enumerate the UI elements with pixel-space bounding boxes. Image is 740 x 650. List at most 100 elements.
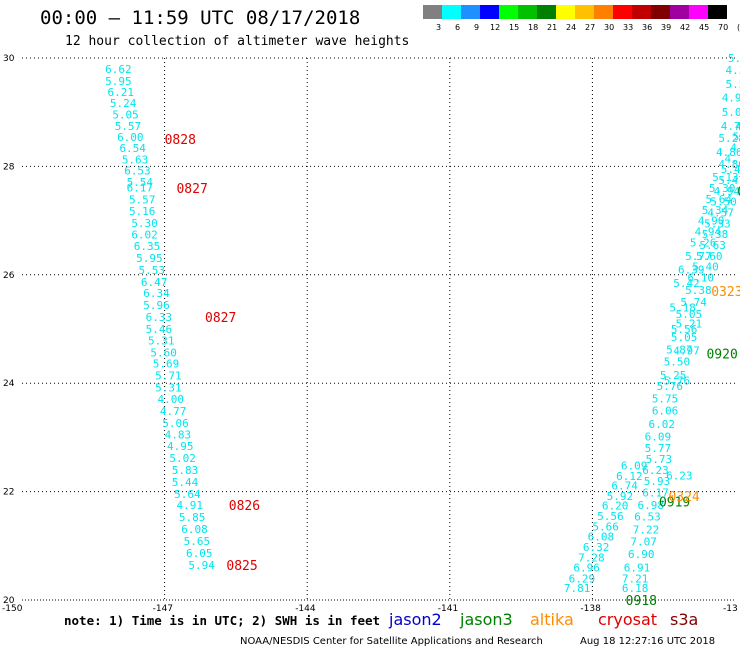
time-label-s3a: 0828	[165, 133, 196, 148]
swh-point-jason3: 5.56	[597, 510, 624, 523]
colorbar-label: 9	[474, 23, 479, 32]
swh-point-jason3: 5.60	[696, 250, 723, 263]
swh-point-s3a: 5.06	[162, 417, 189, 430]
colorbar-swatch	[480, 5, 499, 19]
swh-point-jason2: 5.13	[712, 171, 739, 184]
colorbar-swatch	[689, 5, 708, 19]
colorbar-label: 27	[585, 23, 595, 32]
swh-point-s3a: 6.00	[117, 131, 144, 144]
swh-point-jason3: 5.05	[671, 331, 698, 344]
x-tick-label: -141	[438, 604, 458, 614]
swh-point-jason3: 5.50	[710, 196, 737, 209]
swh-point-jason3: 6.18	[622, 582, 649, 595]
swh-point-s3a: 6.17	[127, 182, 154, 195]
swh-point-s3a: 4.91	[176, 499, 203, 512]
colorbar-swatch	[461, 5, 480, 19]
swh-point-jason2: 5.76	[664, 374, 691, 387]
colorbar-label: 36	[642, 23, 652, 32]
colorbar-swatch	[423, 5, 442, 19]
satellite-legend-altika: altika	[530, 610, 574, 629]
swh-point-jason3: 5.25	[660, 369, 687, 382]
x-tick-label: -144	[295, 604, 316, 614]
swh-point-s3a: 6.62	[105, 63, 132, 76]
satellite-legend-jason3: jason3	[459, 610, 513, 629]
swh-point-s3a: 5.85	[179, 511, 206, 524]
time-label-jason3: 0919	[659, 495, 690, 510]
swh-point-jason3: 6.74	[611, 480, 638, 493]
swh-point-jason3: 4.57	[707, 206, 734, 219]
colorbar-swatch	[613, 5, 632, 19]
y-tick-label: 20	[3, 596, 15, 606]
swh-point-jason2: 5.26	[690, 236, 717, 249]
swh-point-jason2: 4.79	[721, 120, 740, 133]
swh-point-s3a: 5.54	[127, 176, 154, 189]
swh-point-s3a: 5.71	[155, 370, 182, 383]
time-label-jason3: 0918	[626, 594, 657, 609]
colorbar-label: 3	[436, 23, 441, 32]
swh-point-s3a: 5.24	[110, 97, 137, 110]
colorbar-swatch	[442, 5, 461, 19]
swh-point-s3a: 5.94	[188, 559, 215, 572]
swh-point-jason3: 5.73	[646, 453, 673, 466]
swh-point-jason3: 6.06	[652, 404, 679, 417]
swh-point-jason2: 6.39	[678, 263, 705, 276]
time-label-altika: 0323	[711, 285, 740, 300]
colorbar-label: (ft)	[737, 23, 740, 32]
y-tick-label: 28	[3, 162, 15, 172]
colorbar-swatch	[518, 5, 537, 19]
satellite-legend-s3a: s3a	[670, 610, 698, 629]
swh-point-jason3: 4.6	[735, 120, 740, 133]
time-label-s3a: 0827	[176, 182, 207, 197]
swh-point-s3a: 6.34	[143, 287, 170, 300]
swh-point-s3a: 5.31	[148, 334, 175, 347]
swh-point-jason2: 4.94	[695, 225, 722, 238]
swh-point-jason2: 5.42	[673, 277, 700, 290]
swh-point-s3a: 4.00	[157, 393, 184, 406]
swh-point-jason3: 5.05	[676, 308, 703, 321]
time-label-s3a: 0827	[205, 311, 236, 326]
swh-point-jason2: 5.77	[685, 250, 712, 263]
swh-point-jason3: 5.75	[652, 392, 679, 405]
time-label-s3a: 0825	[226, 559, 257, 574]
colorbar-swatch	[651, 5, 670, 19]
chart-title: 00:00 – 11:59 UTC 08/17/2018	[40, 7, 360, 29]
swh-point-jason3: 6.91	[624, 561, 651, 574]
swh-point-jason2: 6.23	[666, 469, 693, 482]
swh-point-jason3: 6.23	[642, 464, 669, 477]
y-tick-label: 30	[3, 54, 15, 64]
swh-point-s3a: 5.63	[122, 153, 149, 166]
swh-point-jason3: 4.19	[725, 152, 740, 165]
swh-point-jason3: 5.66	[592, 520, 619, 533]
swh-point-jason2: 5.57	[725, 78, 740, 91]
swh-point-s3a: 5.83	[172, 464, 199, 477]
swh-point-jason2: 4.33	[725, 64, 740, 77]
swh-point-jason3: 7.28	[578, 552, 605, 565]
swh-point-jason2: 4.86	[716, 146, 740, 159]
swh-point-jason3: 5.21	[676, 318, 703, 331]
swh-point-s3a: 5.69	[153, 358, 180, 371]
swh-point-jason3: 5.8	[733, 131, 740, 144]
swh-point-s3a: 5.60	[150, 346, 177, 359]
swh-point-jason3: 6.08	[588, 531, 615, 544]
swh-point-jason2: 4.98	[722, 92, 740, 105]
swh-point-jason2: 5.28	[718, 132, 740, 145]
credit-text: NOAA/NESDIS Center for Satellite Applica…	[240, 636, 543, 647]
x-tick-label: -147	[153, 604, 173, 614]
swh-point-jason2: 4.90	[698, 215, 725, 228]
swh-point-jason3: 5.74	[680, 296, 707, 309]
colorbar-swatch	[708, 5, 727, 19]
swh-point-jason2: 5.30	[709, 182, 736, 195]
colorbar-swatch	[499, 5, 518, 19]
colorbar-label: 45	[699, 23, 709, 32]
swh-point-s3a: 5.31	[155, 382, 182, 395]
data-marks: 6.625.956.215.245.055.576.006.545.636.53…	[105, 52, 740, 609]
swh-point-s3a: 5.44	[172, 476, 199, 489]
swh-point-jason2: 5.64	[706, 193, 733, 206]
swh-point-jason3: 5.92	[607, 490, 634, 503]
swh-point-jason2: 4.97	[673, 345, 700, 358]
swh-point-jason3: 7.07	[630, 535, 657, 548]
colorbar-swatch	[670, 5, 689, 19]
swh-point-jason3: 6.09	[621, 460, 648, 473]
